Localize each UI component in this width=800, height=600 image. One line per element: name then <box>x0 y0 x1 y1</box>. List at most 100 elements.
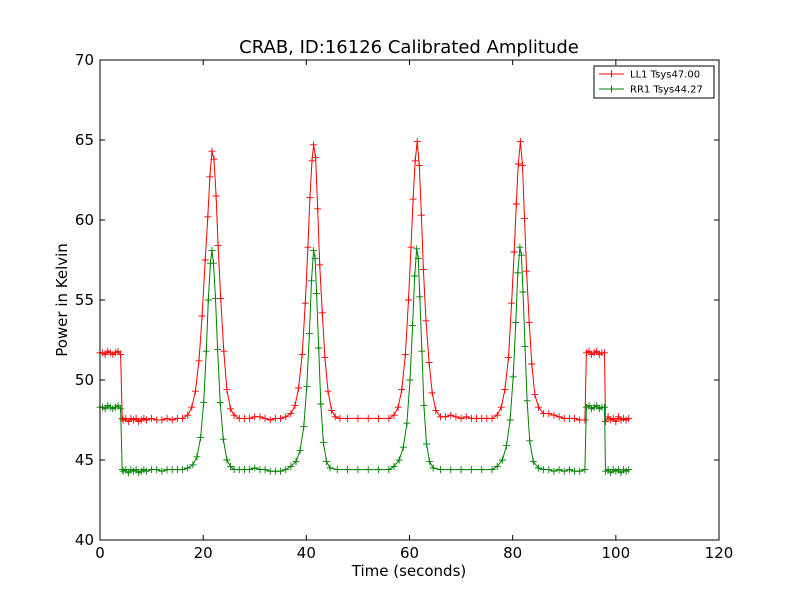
series-1 <box>96 138 633 426</box>
data-point <box>214 242 222 250</box>
data-point <box>625 414 633 422</box>
data-point <box>313 290 321 298</box>
data-point <box>261 466 269 474</box>
data-point <box>502 442 510 450</box>
data-point <box>506 416 514 424</box>
x-tick-label: 100 <box>602 544 631 562</box>
data-point <box>227 462 235 470</box>
data-point <box>625 466 633 474</box>
data-point <box>204 296 212 304</box>
data-point <box>202 347 210 355</box>
data-point <box>256 413 264 421</box>
y-axis-ticks: 40 45 50 55 60 65 70 <box>75 51 719 549</box>
data-point <box>287 410 295 418</box>
data-point <box>142 467 150 475</box>
data-point <box>266 416 274 424</box>
data-point <box>315 344 323 352</box>
data-point <box>322 458 330 466</box>
x-tick-label: 60 <box>400 544 419 562</box>
data-point <box>401 350 409 358</box>
data-point <box>518 162 526 170</box>
data-point <box>142 416 150 424</box>
data-point <box>282 466 290 474</box>
data-point <box>168 416 176 424</box>
data-point <box>519 288 527 296</box>
data-point <box>498 456 506 464</box>
data-point <box>565 466 573 474</box>
data-point <box>344 466 352 474</box>
data-point <box>328 406 336 414</box>
data-point <box>277 467 285 475</box>
y-tick-label: 70 <box>75 51 94 69</box>
data-point <box>291 402 299 410</box>
data-point <box>200 398 208 406</box>
legend-marker <box>608 85 615 93</box>
data-point <box>321 354 329 362</box>
y-tick-label: 50 <box>75 371 94 389</box>
data-point <box>531 390 539 398</box>
data-point <box>354 414 362 422</box>
data-point <box>153 466 161 474</box>
data-point <box>497 403 505 411</box>
data-point <box>314 205 322 213</box>
data-point <box>517 251 525 259</box>
data-point <box>516 138 524 146</box>
data-point <box>333 466 341 474</box>
data-point <box>298 350 306 358</box>
data-point <box>398 386 406 394</box>
data-point <box>602 418 610 426</box>
data-point <box>426 458 434 466</box>
data-point <box>295 384 303 392</box>
legend-label: LL1 Tsys47.00 <box>630 70 700 81</box>
x-tick-label: 40 <box>297 544 316 562</box>
data-point <box>206 173 214 181</box>
data-point <box>501 386 509 394</box>
x-tick-label: 120 <box>705 544 734 562</box>
data-point <box>419 266 427 274</box>
data-point <box>394 403 402 411</box>
data-point <box>560 467 568 475</box>
data-point <box>409 322 417 330</box>
data-point <box>246 414 254 422</box>
data-point <box>148 414 156 422</box>
data-point <box>163 414 171 422</box>
data-point <box>422 317 430 325</box>
data-point <box>287 462 295 470</box>
y-tick-label: 55 <box>75 291 94 309</box>
data-point <box>219 435 227 443</box>
data-point <box>251 464 259 472</box>
legend-label: RR1 Tsys44.27 <box>630 85 703 96</box>
data-point <box>220 347 228 355</box>
data-point <box>399 443 407 451</box>
data-point <box>409 195 417 203</box>
data-point <box>510 248 518 256</box>
data-point <box>317 400 325 408</box>
data-point <box>467 466 475 474</box>
data-point <box>364 414 372 422</box>
x-axis-ticks: 0 20 40 60 80 100 120 <box>95 60 733 562</box>
data-point <box>488 414 496 422</box>
data-point <box>158 467 166 475</box>
data-point <box>158 416 166 424</box>
data-point <box>406 376 414 384</box>
data-point <box>550 411 558 419</box>
data-point <box>191 387 199 395</box>
data-point <box>204 213 212 221</box>
data-point <box>404 296 412 304</box>
data-point <box>478 466 486 474</box>
data-point <box>436 466 444 474</box>
data-point <box>310 246 318 254</box>
data-point <box>581 416 589 424</box>
data-point <box>179 466 187 474</box>
data-point <box>526 437 534 445</box>
data-point <box>308 157 316 165</box>
plot-frame <box>99 59 720 541</box>
plot-content <box>96 138 633 477</box>
data-point <box>545 410 553 418</box>
data-point <box>179 414 187 422</box>
data-point <box>413 138 421 146</box>
data-point <box>277 414 285 422</box>
data-point <box>296 446 304 454</box>
data-point <box>516 243 524 251</box>
x-tick-label: 0 <box>95 544 105 562</box>
